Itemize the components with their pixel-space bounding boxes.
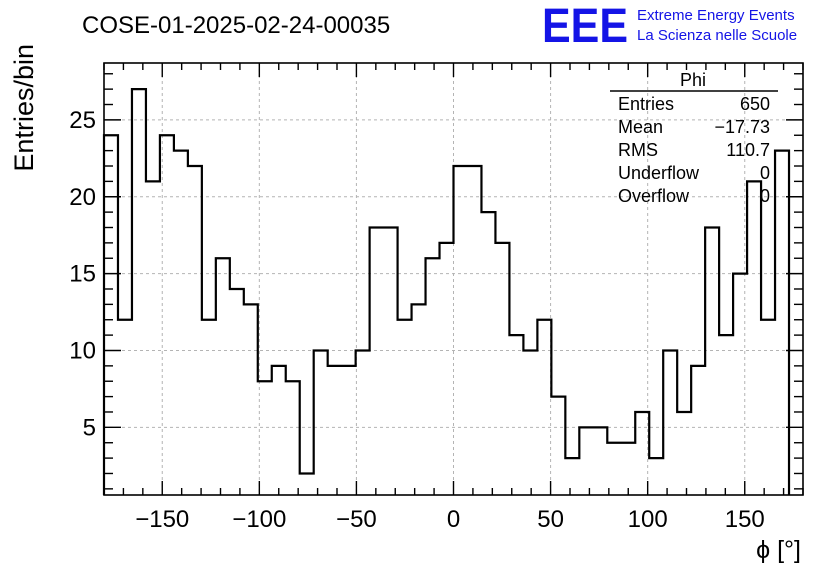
y-tick-label: 20 xyxy=(69,184,96,211)
stats-row-value: −17.73 xyxy=(714,117,770,137)
stats-row-label: Entries xyxy=(618,94,674,114)
stats-row-value: 110.7 xyxy=(726,140,770,160)
logo-line-2: La Scienza nelle Scuole xyxy=(637,27,797,44)
y-tick-label: 25 xyxy=(69,107,96,134)
x-tick-label: 100 xyxy=(628,506,668,533)
y-tick-label: 15 xyxy=(69,261,96,288)
x-tick-label: −100 xyxy=(232,506,286,533)
x-tick-label: −150 xyxy=(135,506,189,533)
stats-row-label: Mean xyxy=(618,117,663,137)
chart-title: COSE-01-2025-02-24-00035 xyxy=(82,12,390,39)
stats-row-value: 0 xyxy=(760,163,770,183)
eee-logo: EEE Extreme Energy Events La Scienza nel… xyxy=(542,0,797,53)
logo-mark: EEE xyxy=(542,0,628,53)
stats-row-value: 650 xyxy=(740,94,770,114)
stats-row-label: Overflow xyxy=(618,186,690,206)
tick-labels: −150 −100 −50 0 50 100 150 5 10 15 20 25 xyxy=(69,107,764,533)
logo-line-1: Extreme Energy Events xyxy=(637,7,795,24)
x-tick-label: 150 xyxy=(725,506,765,533)
y-axis-label: Entries/bin xyxy=(9,44,39,172)
y-tick-label: 5 xyxy=(83,414,96,441)
stats-title: Phi xyxy=(680,70,706,90)
x-tick-label: 0 xyxy=(447,506,460,533)
grid-lines xyxy=(104,63,803,495)
stats-row-label: RMS xyxy=(618,140,658,160)
stats-row-value: 0 xyxy=(760,186,770,206)
stats-row-label: Underflow xyxy=(618,163,700,183)
x-tick-label: −50 xyxy=(336,506,377,533)
x-axis-label: ϕ [°] xyxy=(756,536,801,564)
stats-rows: Entries 650 Mean −17.73 RMS 110.7 Underflow 0 Ov… xyxy=(618,94,770,206)
axis-ticks xyxy=(103,63,804,495)
x-tick-label: 50 xyxy=(537,506,564,533)
y-tick-label: 10 xyxy=(69,337,96,364)
plot-frame xyxy=(103,62,804,496)
stats-box: Phi Entries 650 Mean −17.73 RMS 110.7 Underflo… xyxy=(610,70,778,206)
histogram-outline xyxy=(102,88,791,495)
